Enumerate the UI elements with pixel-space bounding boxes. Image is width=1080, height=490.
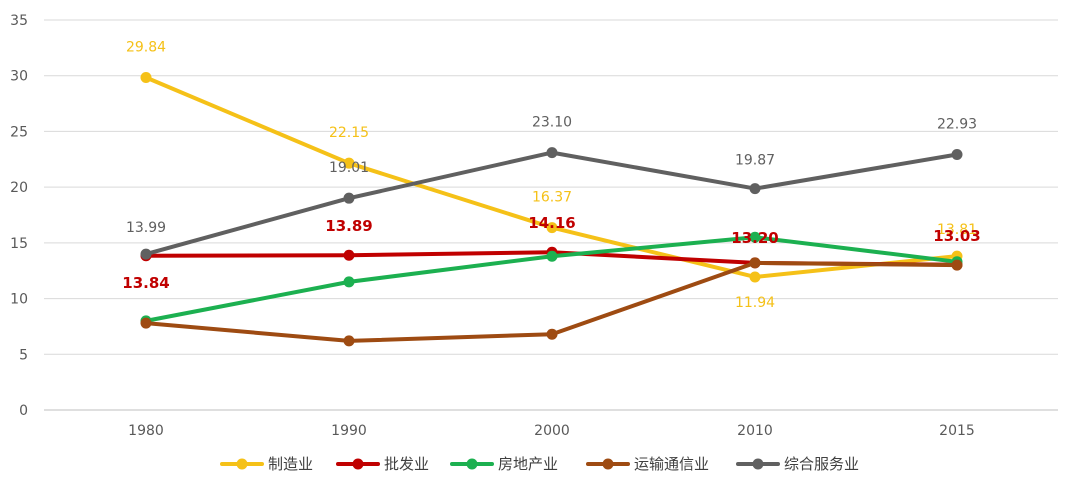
data-point [343, 249, 355, 261]
data-point [343, 276, 355, 288]
data-label: 11.94 [735, 295, 775, 311]
data-labels: 29.84 22.15 16.37 11.94 13.81 13.84 13.89 14.16… [122, 39, 980, 310]
series-2 [140, 231, 963, 327]
legend-label: 综合服务业 [784, 455, 859, 473]
data-point [546, 328, 558, 340]
y-tick-label: 5 [19, 347, 28, 363]
y-tick-label: 0 [19, 403, 28, 419]
x-tick-label: 1990 [331, 423, 367, 439]
legend-item: 运输通信业 [586, 455, 709, 473]
y-axis: 0 5 10 15 20 25 30 35 [10, 13, 28, 419]
legend-item: 制造业 [220, 455, 313, 473]
data-point [951, 148, 963, 160]
data-label: 22.93 [937, 116, 977, 132]
data-label: 14.16 [528, 214, 575, 232]
data-label: 13.89 [325, 217, 372, 235]
data-label: 19.87 [735, 153, 775, 169]
x-axis: 1980 1990 2000 2010 2015 [128, 423, 975, 439]
series-lines [140, 71, 963, 347]
series-0 [140, 71, 963, 283]
data-point [749, 271, 761, 283]
x-tick-label: 2010 [737, 423, 773, 439]
data-point [749, 257, 761, 269]
data-label: 13.84 [122, 274, 169, 292]
gridlines [44, 19, 1058, 411]
data-point [140, 248, 152, 260]
legend-label: 批发业 [384, 455, 429, 473]
data-label: 19.01 [329, 160, 369, 176]
data-point [951, 259, 963, 271]
data-label: 13.81 [937, 222, 977, 238]
data-point [140, 71, 152, 83]
legend-swatch-marker [602, 458, 614, 470]
legend-item: 房地产业 [450, 455, 558, 473]
data-point [343, 157, 355, 169]
data-point [140, 317, 152, 329]
x-tick-label: 2000 [534, 423, 570, 439]
legend-label: 制造业 [268, 455, 313, 473]
data-point [546, 222, 558, 234]
y-tick-label: 20 [10, 180, 28, 196]
legend-swatch-marker [352, 458, 364, 470]
data-label: 13.20 [731, 229, 778, 247]
data-point [343, 335, 355, 347]
x-tick-label: 1980 [128, 423, 164, 439]
x-tick-label: 2015 [939, 423, 975, 439]
series-4 [140, 147, 963, 260]
legend-label: 运输通信业 [634, 455, 709, 473]
data-point [749, 231, 761, 243]
legend: 制造业 批发业 房地产业 运输通信业 综合服务业 [220, 455, 859, 473]
legend-swatch-marker [236, 458, 248, 470]
data-point [546, 250, 558, 262]
legend-item: 综合服务业 [736, 455, 859, 473]
data-point [343, 192, 355, 204]
legend-swatch-marker [466, 458, 478, 470]
series-3 [140, 257, 963, 347]
data-label: 22.15 [329, 125, 369, 141]
data-point [546, 147, 558, 159]
data-point [749, 183, 761, 195]
data-label: 23.10 [532, 115, 572, 131]
y-tick-label: 25 [10, 124, 28, 140]
legend-item: 批发业 [336, 455, 429, 473]
y-tick-label: 30 [10, 69, 28, 85]
data-label: 13.03 [933, 227, 980, 245]
data-label: 13.99 [126, 220, 166, 236]
y-tick-label: 35 [10, 13, 28, 29]
legend-label: 房地产业 [498, 455, 558, 473]
data-label: 16.37 [532, 190, 572, 206]
y-tick-label: 15 [10, 236, 28, 252]
data-label: 29.84 [126, 39, 166, 55]
y-tick-label: 10 [10, 292, 28, 308]
legend-swatch-marker [752, 458, 764, 470]
